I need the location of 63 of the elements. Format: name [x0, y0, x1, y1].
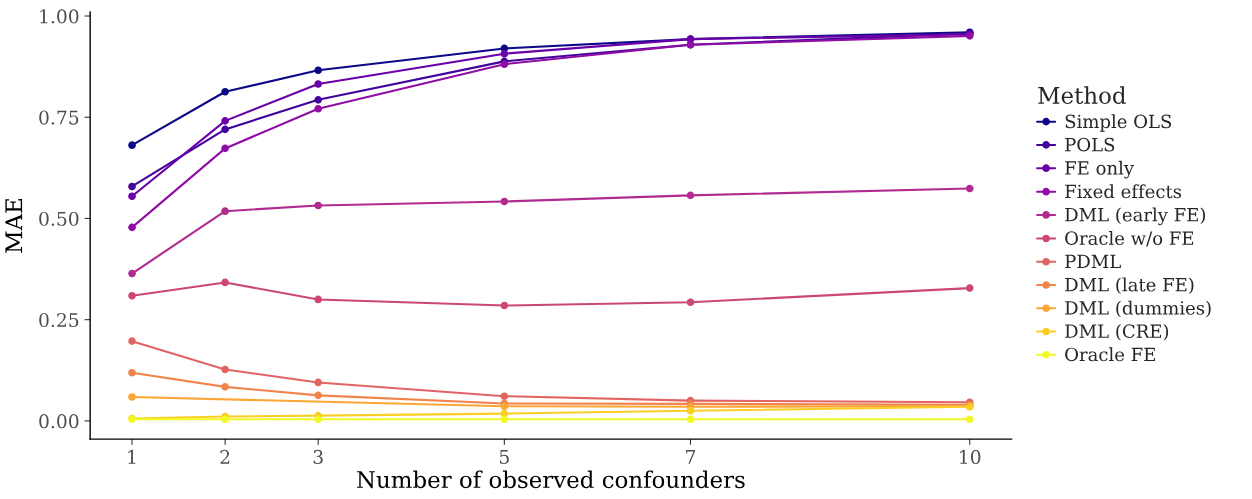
legend-label: Fixed effects — [1065, 184, 1182, 199]
x-tick-label: 7 — [686, 450, 696, 464]
y-tick-label: 0.75 — [39, 110, 79, 125]
point — [221, 125, 229, 134]
point — [314, 80, 322, 88]
legend-label: Simple OLS — [1065, 114, 1172, 132]
x-axis-title: Number of observed confounders — [357, 470, 745, 489]
point — [128, 141, 136, 149]
point — [221, 365, 229, 374]
y-tick-label: 1.00 — [40, 9, 79, 24]
point — [128, 192, 136, 201]
point — [314, 391, 322, 400]
point — [314, 378, 322, 387]
y-tick-label: 0.50 — [39, 211, 79, 226]
legend-label: Oracle w/o FE — [1065, 231, 1194, 247]
point — [500, 392, 509, 401]
point — [221, 87, 229, 96]
point — [686, 191, 695, 200]
point — [500, 301, 509, 310]
y-tick-label: 0.00 — [39, 414, 79, 429]
point — [500, 415, 509, 424]
point — [686, 415, 695, 424]
legend-label: DML (early FE) — [1065, 207, 1206, 226]
x-tick-label: 2 — [220, 449, 230, 464]
point — [128, 291, 136, 300]
legend-label: DML (CRE) — [1065, 324, 1169, 341]
point — [314, 104, 322, 113]
x-tick-label: 3 — [313, 449, 323, 465]
y-axis-title: MAE — [5, 199, 23, 253]
point — [500, 49, 509, 58]
legend-label: DML (dummies) — [1065, 300, 1211, 318]
point — [128, 223, 136, 232]
x-tick-label: 1 — [128, 449, 136, 464]
legend-label: PDML — [1065, 254, 1121, 269]
legend-title: Method — [1038, 86, 1126, 105]
point — [221, 383, 229, 391]
legend-label: DML (late FE) — [1065, 277, 1194, 295]
legend-label: POLS — [1065, 137, 1115, 152]
point — [314, 415, 322, 424]
point — [128, 368, 136, 377]
point — [221, 117, 229, 125]
y-tick-label: 0.25 — [39, 312, 79, 328]
point — [221, 144, 229, 153]
point — [314, 96, 322, 104]
legend-label: Oracle FE — [1065, 347, 1155, 362]
point — [128, 393, 136, 401]
point — [314, 201, 322, 210]
point — [965, 184, 974, 193]
point — [128, 337, 136, 345]
point — [965, 415, 974, 424]
point — [221, 278, 229, 287]
point — [221, 207, 229, 215]
x-tick-label: 10 — [960, 449, 981, 465]
point — [128, 182, 136, 191]
point — [686, 298, 695, 307]
x-tick-label: 5 — [499, 450, 509, 465]
legend-label: FE only — [1065, 160, 1135, 179]
point — [314, 295, 322, 304]
point — [128, 269, 136, 278]
point — [686, 406, 695, 415]
point — [314, 66, 322, 75]
point — [965, 284, 974, 292]
point — [500, 197, 509, 206]
